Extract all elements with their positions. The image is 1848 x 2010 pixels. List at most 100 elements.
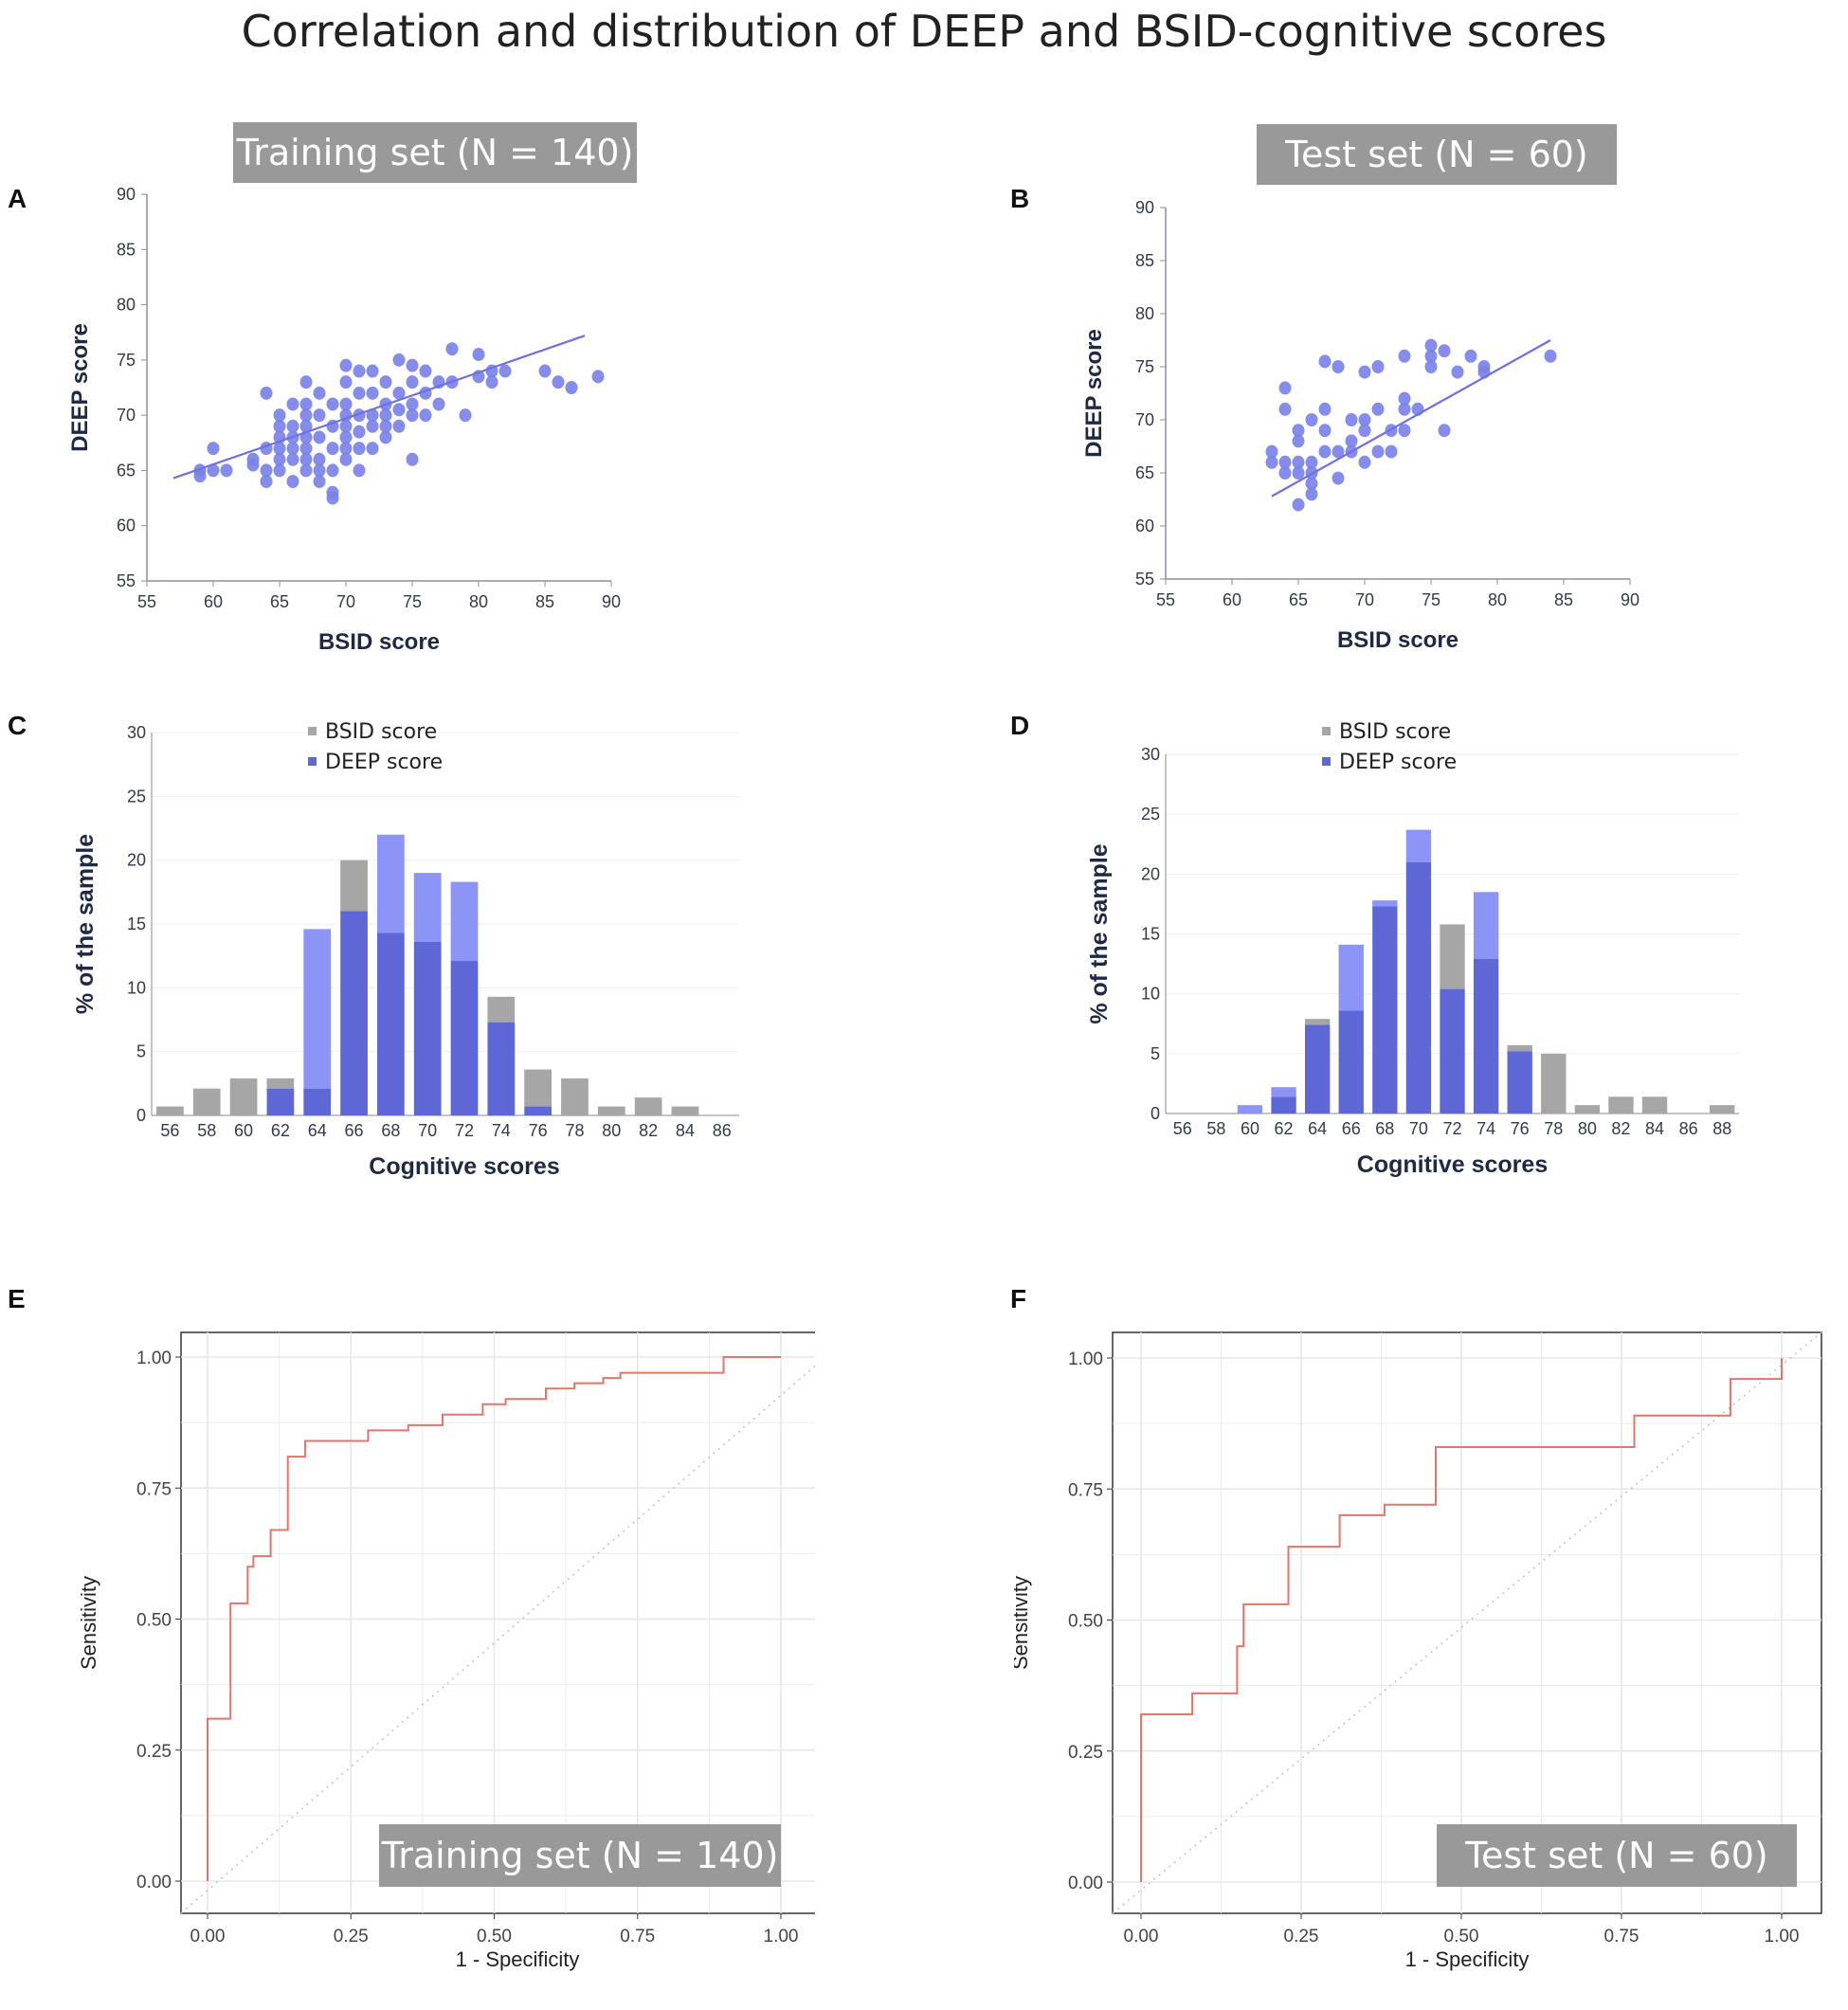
data-point (339, 442, 353, 456)
data-point (220, 463, 233, 478)
bsid-bar (1304, 1019, 1331, 1025)
bsid-bar (1710, 1105, 1735, 1114)
data-point (339, 397, 353, 411)
x-tick-label: 58 (197, 1121, 216, 1140)
x-tick-label: 85 (535, 592, 554, 611)
data-point (379, 419, 392, 433)
x-axis-title: 1 - Specificity (456, 1947, 580, 1971)
data-point (1292, 498, 1305, 512)
data-point (273, 408, 286, 423)
x-tick-label: 88 (1712, 1119, 1731, 1138)
data-point (1424, 338, 1438, 353)
data-point (207, 442, 220, 456)
data-point (392, 419, 406, 433)
overlap-bar (487, 1022, 516, 1115)
legend-label-deep: DEEP score (1339, 751, 1457, 774)
y-axis-title: % of the sample (1086, 843, 1113, 1023)
deep-bar (1473, 892, 1499, 960)
data-point (273, 419, 286, 433)
data-point (432, 397, 445, 411)
panel-label-d: D (1010, 711, 1030, 740)
data-point (286, 397, 299, 411)
x-tick-label: 64 (1308, 1119, 1327, 1138)
x-tick-label: 78 (565, 1121, 584, 1140)
x-tick-label: 0.25 (1284, 1927, 1319, 1947)
y-tick-label: 75 (1135, 357, 1154, 376)
x-tick-label: 65 (1289, 590, 1308, 609)
test-set-banner: Test set (N = 60) (1257, 124, 1617, 185)
bsid-bar (1507, 1044, 1532, 1052)
x-tick-label: 0.00 (190, 1927, 226, 1947)
deep-bar (1338, 944, 1364, 1011)
y-axis-title: DEEP score (67, 323, 93, 452)
data-point (565, 381, 578, 394)
x-tick-label: 84 (676, 1121, 695, 1140)
roc-curve (207, 1356, 781, 1881)
x-tick-label: 76 (1511, 1119, 1530, 1138)
y-tick-label: 70 (1135, 410, 1154, 429)
data-point (459, 408, 472, 423)
histogram-test: 0 5 10 15 20 25 30 56 58 60 62 64 66 68 70 72 74 76 78 80 82… (1086, 720, 1739, 1178)
data-point (366, 442, 379, 456)
roc-chart-training: 0.00 0.25 0.50 0.75 1.00 0.00 0.25 0.50 0.75 1.00… (77, 1331, 815, 1971)
x-tick-label: 68 (381, 1121, 400, 1140)
data-point (286, 475, 299, 489)
overlap-bar (1440, 988, 1465, 1114)
panel-label-a: A (8, 184, 27, 213)
data-point (1278, 402, 1292, 416)
y-tick-label: 25 (1141, 805, 1160, 824)
bsid-bar (192, 1088, 221, 1115)
x-axis-title: BSID score (318, 629, 440, 655)
bsid-bar (1541, 1053, 1567, 1114)
data-point (326, 491, 339, 505)
x-tick-label: 80 (469, 592, 488, 611)
y-tick-label: 0.25 (136, 1742, 172, 1762)
data-point (273, 442, 286, 456)
data-point (313, 430, 326, 444)
data-point (313, 452, 326, 466)
data-point (1318, 424, 1332, 438)
data-point (326, 442, 339, 456)
x-tick-label: 72 (1442, 1119, 1461, 1138)
data-point (1438, 344, 1451, 358)
roc-curve (1140, 1358, 1783, 1882)
data-point (392, 353, 406, 367)
bsid-bar (597, 1106, 625, 1115)
data-point (326, 463, 339, 478)
x-tick-label: 0.75 (1604, 1927, 1640, 1947)
data-point (1451, 365, 1464, 379)
data-point (419, 408, 432, 423)
data-point (485, 375, 498, 389)
x-tick-label: 62 (1275, 1119, 1294, 1138)
x-tick-label: 70 (418, 1121, 437, 1140)
data-point (207, 463, 220, 478)
data-point (406, 452, 419, 466)
data-point (299, 397, 313, 411)
x-tick-label: 60 (204, 592, 223, 611)
data-point (339, 375, 353, 389)
data-point (286, 452, 299, 466)
data-point (1265, 455, 1278, 469)
deep-bar (413, 873, 442, 942)
data-point (1544, 349, 1557, 363)
legend-label-bsid: BSID score (1339, 720, 1451, 744)
data-point (419, 364, 432, 378)
y-tick-label: 0.00 (136, 1873, 172, 1892)
x-axis-title: BSID score (1337, 627, 1458, 653)
x-tick-label: 70 (336, 592, 355, 611)
data-point (1464, 349, 1477, 363)
data-point (353, 463, 366, 478)
data-point (406, 408, 419, 423)
x-tick-label: 70 (1355, 590, 1374, 609)
data-point (1318, 402, 1332, 416)
y-tick-label: 85 (1135, 251, 1154, 270)
overlap-bar (524, 1106, 553, 1115)
bsid-bar (634, 1097, 662, 1115)
data-point (299, 408, 313, 423)
data-point (326, 397, 339, 411)
overlap-bar (1338, 1010, 1364, 1114)
data-point (1398, 391, 1411, 406)
data-point (1332, 471, 1345, 485)
data-point (1305, 455, 1318, 469)
bsid-bar (1440, 924, 1465, 989)
